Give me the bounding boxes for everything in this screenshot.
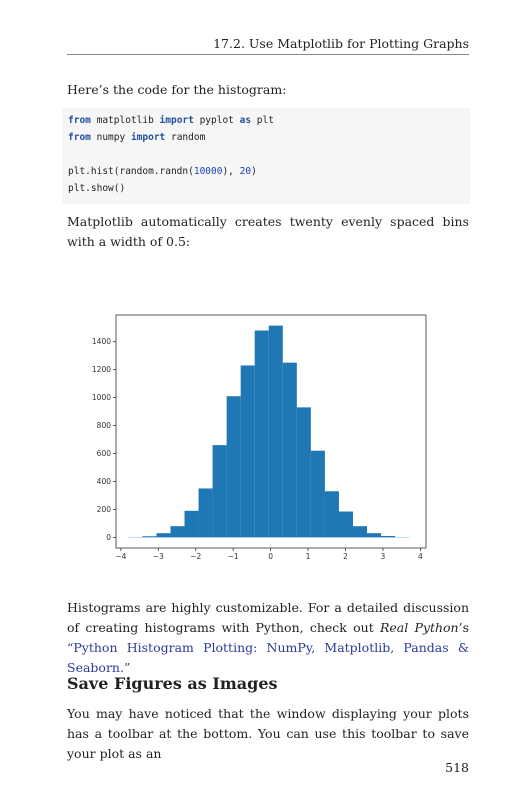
x-tick-label: −3 — [153, 552, 164, 561]
code-text: plt.show() — [68, 183, 126, 194]
code-line: plt.hist(random.randn(10000), 20) — [68, 163, 464, 180]
keyword: from — [68, 115, 91, 126]
closing: You may have noticed that the window dis… — [67, 706, 469, 761]
bar — [240, 365, 255, 538]
bar — [282, 362, 297, 538]
heading: Save Figures as Images — [67, 674, 278, 693]
code-text: ) — [251, 166, 257, 177]
code-text: random — [165, 132, 206, 143]
bar — [212, 445, 227, 538]
keyword: import — [159, 115, 194, 126]
code-text: plt — [251, 115, 274, 126]
running-header: 17.2. Use Matplotlib for Plotting Graphs — [213, 36, 469, 51]
x-tick-label: −1 — [228, 552, 239, 561]
y-tick-label: 400 — [97, 477, 112, 486]
code-line: from numpy import random — [68, 129, 464, 146]
bar — [381, 535, 396, 538]
intro: Here’s the code for the histogram: — [67, 82, 287, 97]
keyword: from — [68, 132, 91, 143]
x-tick-label: −4 — [115, 552, 126, 561]
y-tick-label: 800 — [97, 421, 112, 430]
x-tick-label: 2 — [343, 552, 348, 561]
code-text: plt.hist(random.randn( — [68, 166, 194, 177]
page-number: 518 — [445, 760, 469, 775]
bar — [198, 488, 213, 538]
paragraph: Histograms are highly customizable. For … — [67, 598, 469, 678]
emphasis: Real Python — [379, 620, 459, 635]
header-rule — [67, 54, 469, 55]
bar — [310, 450, 325, 538]
description: Matplotlib automatically creates twenty … — [67, 214, 469, 249]
y-tick-label: 1000 — [92, 393, 111, 402]
y-tick-label: 1400 — [92, 337, 111, 346]
y-tick-label: 600 — [97, 449, 112, 458]
x-tick-label: 1 — [306, 552, 311, 561]
bar — [324, 491, 339, 538]
y-tick-label: 200 — [97, 505, 112, 514]
bar — [142, 536, 157, 538]
code-line: plt.show() — [68, 180, 464, 197]
histogram-chart: 0 200 400 600 800 1000 1200 1400 −4 −3 −2 −1 0 1 2 3 4 — [92, 314, 427, 561]
code-line: from matplotlib import pyplot as plt — [68, 112, 464, 129]
number: 20 — [239, 166, 252, 177]
code-text: ), — [222, 166, 240, 177]
keyword: import — [130, 132, 166, 143]
bar — [296, 407, 311, 538]
x-tick-label: 3 — [381, 552, 386, 561]
bar — [184, 510, 199, 538]
bar — [170, 526, 185, 538]
code-text: numpy — [90, 132, 131, 143]
code-block: from matplotlib import pyplot as plt from… — [62, 108, 470, 204]
y-tick-label: 0 — [106, 533, 111, 542]
x-tick-label: 4 — [418, 552, 423, 561]
bar — [156, 533, 171, 538]
link[interactable]: “Python Histogram Plotting: NumPy, Matpl… — [67, 640, 469, 675]
text: ’s — [458, 620, 469, 635]
bar — [226, 396, 241, 538]
code-text: pyplot — [193, 115, 240, 126]
code-text: matplotlib — [90, 115, 160, 126]
bar — [254, 330, 269, 538]
keyword: as — [239, 115, 252, 126]
bar — [367, 533, 382, 538]
text: Histograms are highly customizable. For … — [67, 600, 469, 635]
x-tick-label: −2 — [190, 552, 201, 561]
code-line — [68, 146, 464, 163]
bar — [338, 511, 353, 538]
number: 10000 — [193, 166, 223, 177]
y-tick-label: 1200 — [92, 365, 111, 374]
bar — [268, 325, 283, 538]
bar — [352, 526, 368, 538]
x-tick-label: 0 — [268, 552, 273, 561]
